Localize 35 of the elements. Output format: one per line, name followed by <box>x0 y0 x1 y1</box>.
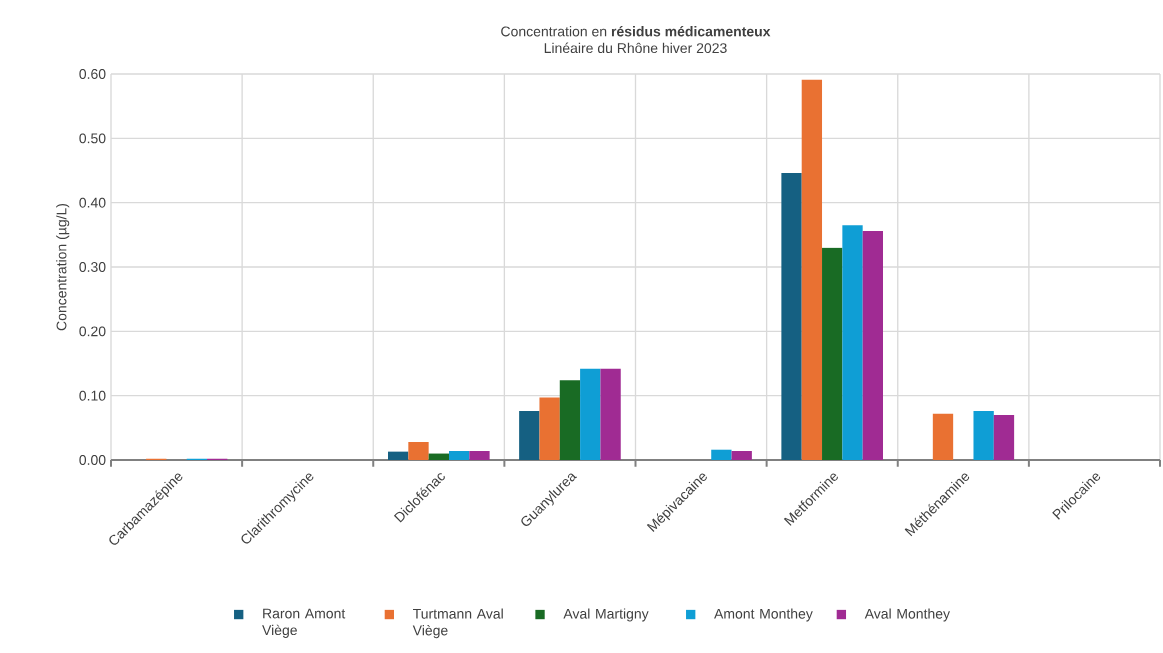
bar <box>469 450 490 460</box>
chart-subtitle: Linéaire du Rhône hiver 2023 <box>544 42 727 54</box>
bar <box>519 411 540 460</box>
legend-label: Aval Monthey <box>864 608 950 622</box>
bar <box>932 413 954 460</box>
legend-label: Amont Monthey <box>714 608 813 622</box>
bar <box>388 451 409 460</box>
bar <box>973 411 994 460</box>
chart-title: Concentration en résidus médicamenteux <box>501 25 771 37</box>
y-tick-label: 0.00 <box>79 455 106 465</box>
bar <box>993 414 1015 460</box>
bar <box>408 441 429 460</box>
bar <box>842 225 863 460</box>
bar <box>428 453 449 460</box>
legend-label: Raron Amont Viège <box>262 608 346 638</box>
bar <box>600 368 621 460</box>
bar <box>781 173 802 460</box>
y-tick-label: 0.40 <box>79 197 106 208</box>
y-tick-label: 0.20 <box>79 326 106 337</box>
bar <box>822 247 843 460</box>
legend-label: Aval Martigny <box>563 608 649 622</box>
bar <box>448 450 470 460</box>
legend-label: Turtmann Aval Viège <box>412 608 503 639</box>
y-tick-label: 0.10 <box>79 390 106 401</box>
y-tick-label: 0.50 <box>79 133 106 144</box>
y-tick-label: 0.60 <box>79 69 106 79</box>
bar <box>862 230 883 460</box>
bar <box>580 368 601 460</box>
bar <box>559 380 581 460</box>
bar <box>731 450 752 460</box>
bar <box>711 449 732 460</box>
y-tick-label: 0.30 <box>79 262 106 272</box>
y-axis-title: Concentration (µg/L) <box>56 203 70 331</box>
bar <box>539 397 560 460</box>
bar <box>801 79 823 460</box>
